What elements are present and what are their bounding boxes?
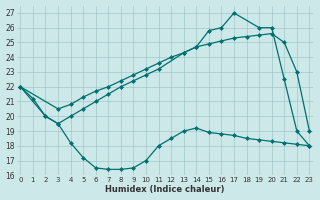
X-axis label: Humidex (Indice chaleur): Humidex (Indice chaleur) xyxy=(105,185,225,194)
